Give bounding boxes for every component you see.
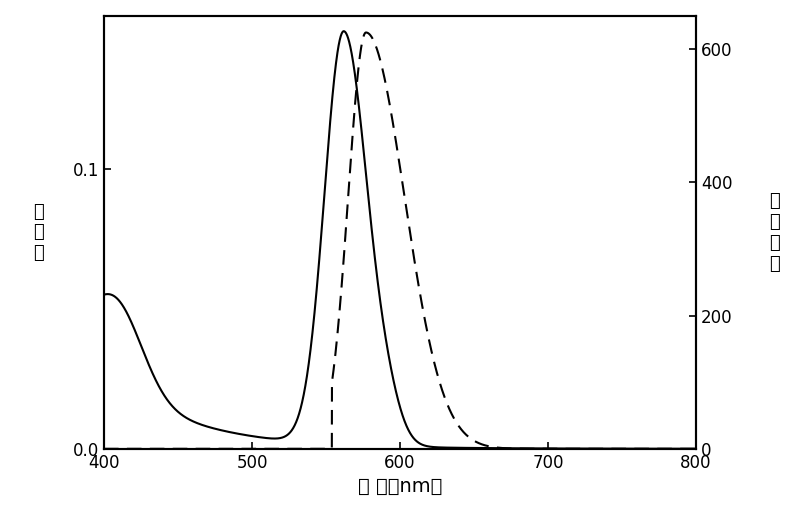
X-axis label: 波 长（nm）: 波 长（nm） (358, 477, 442, 496)
Y-axis label: 药
光
强
度: 药 光 强 度 (769, 192, 779, 272)
Y-axis label: 吸
光
度: 吸 光 度 (33, 203, 43, 262)
